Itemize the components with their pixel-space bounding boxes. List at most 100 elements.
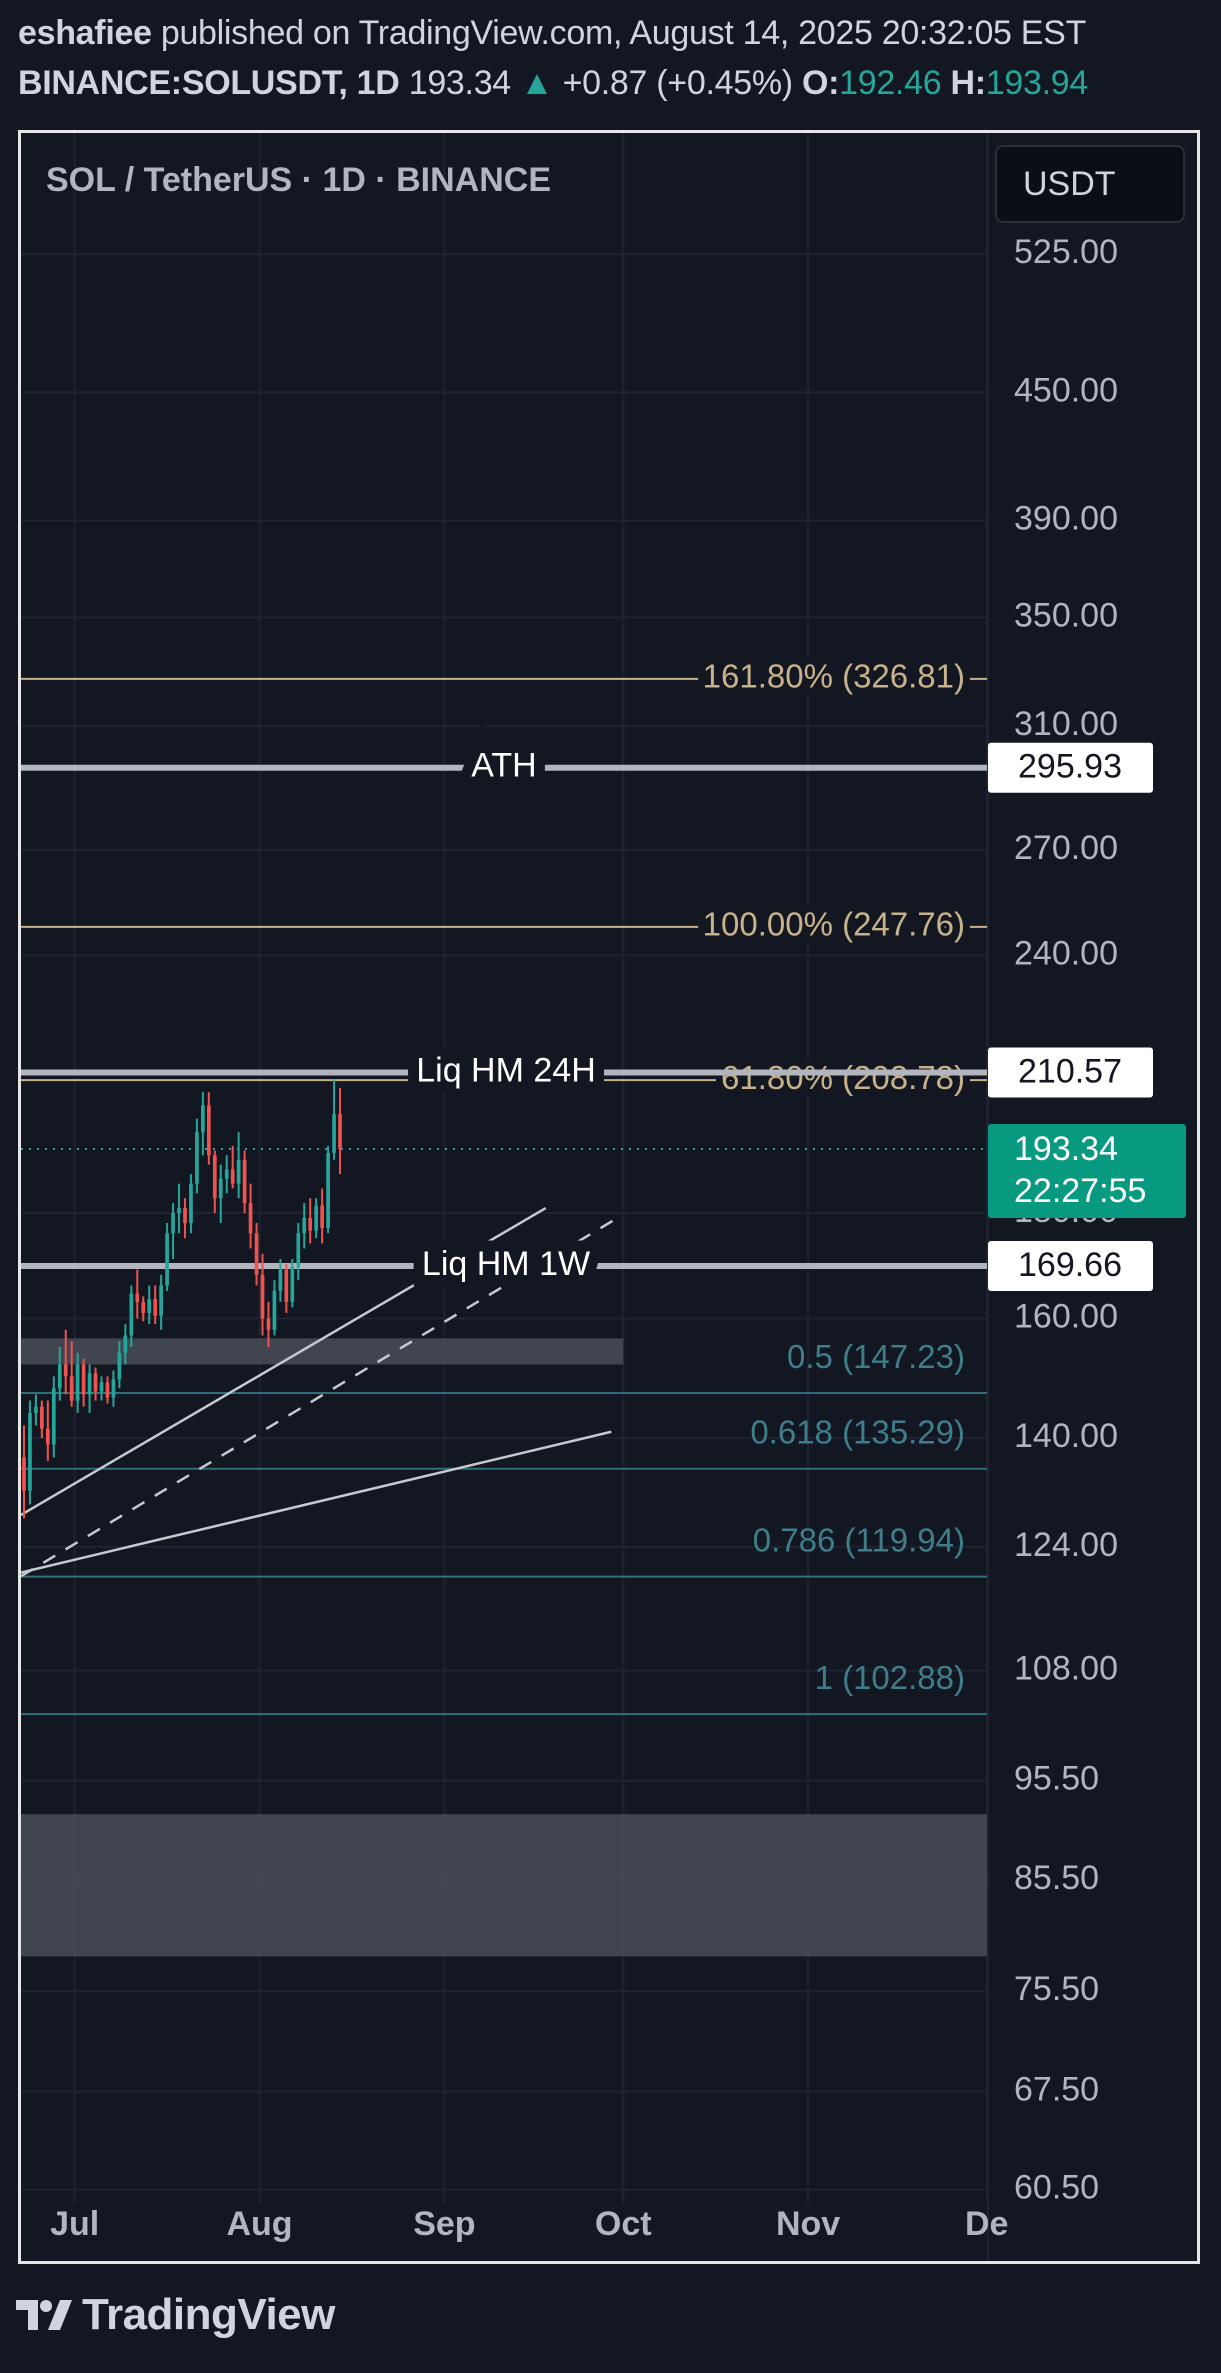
bar-countdown-text: 22:27:55	[1014, 1172, 1146, 1210]
price-axis-tick-label: 75.50	[1014, 1970, 1099, 2008]
price-axis-tick-label: 95.50	[1014, 1760, 1099, 1798]
fib-level-label: 0.786 (119.94)	[753, 1521, 965, 1558]
candle-body	[40, 1406, 44, 1429]
candle-body	[34, 1406, 38, 1413]
candle-body	[81, 1364, 86, 1395]
candle-body	[105, 1382, 110, 1398]
time-axis-tick-label: De	[965, 2205, 1008, 2243]
candle-body	[75, 1364, 80, 1401]
price-axis-tick-label: 310.00	[1014, 705, 1118, 743]
price-axis-tick-label: 525.00	[1014, 233, 1118, 271]
candle-body	[63, 1364, 68, 1377]
last-price: 193.34	[408, 64, 512, 102]
candle-body	[332, 1114, 336, 1153]
candle-body	[57, 1364, 62, 1389]
price-axis-tick-label: 270.00	[1014, 829, 1118, 867]
candle-body	[129, 1293, 134, 1336]
candle-body	[290, 1266, 295, 1302]
price-axis-tick-label: 350.00	[1014, 596, 1118, 634]
tradingview-logo[interactable]: TradingView	[16, 2290, 335, 2340]
time-axis-tick-label: Nov	[776, 2205, 840, 2243]
candle-body	[159, 1285, 163, 1316]
price-zone	[21, 1814, 987, 1957]
trendline	[21, 1206, 547, 1516]
price-axis-tick-label: 124.00	[1014, 1526, 1118, 1564]
candle-body	[260, 1274, 265, 1319]
candle-body	[195, 1132, 199, 1184]
publish-info: eshafiee published on TradingView.com, A…	[18, 14, 1086, 53]
candle-body	[248, 1203, 253, 1234]
up-arrow-icon: ▲	[520, 64, 554, 102]
time-axis-tick-label: Jul	[50, 2205, 99, 2243]
level-line-label: Liq HM 24H	[416, 1052, 596, 1090]
candle-body	[201, 1105, 205, 1133]
candle-body	[69, 1376, 74, 1401]
candle-body	[266, 1318, 271, 1330]
candle-body	[171, 1213, 175, 1234]
candle-body	[45, 1428, 50, 1445]
candle-body	[212, 1155, 217, 1199]
price-axis-tick-label: 85.50	[1014, 1859, 1099, 1897]
candle-body	[236, 1159, 241, 1184]
candle-body	[153, 1299, 158, 1316]
candle-body	[147, 1299, 152, 1313]
candle-body	[302, 1218, 307, 1234]
fib-level-label: 161.80% (326.81)	[703, 658, 965, 695]
high-value: 193.94	[985, 64, 1089, 102]
price-zone	[21, 1338, 624, 1365]
price-axis-tick-label: 390.00	[1014, 499, 1118, 537]
price-axis-tick-label: 67.50	[1014, 2071, 1099, 2109]
candle-body	[206, 1105, 211, 1156]
price-label-box	[988, 1047, 1153, 1098]
price-label-text: 169.66	[1018, 1246, 1122, 1284]
candle-body	[338, 1114, 342, 1149]
candle-body	[314, 1205, 319, 1231]
price-label-box	[988, 742, 1153, 793]
candle-body	[284, 1269, 289, 1302]
candle-body	[224, 1169, 229, 1179]
fib-level-label: 1 (102.88)	[815, 1659, 965, 1696]
high-label: H:	[950, 64, 986, 102]
candle-body	[87, 1373, 92, 1395]
chart-panel[interactable]: 161.80% (326.81) 100.00% (247.76) 61.80% (…	[18, 130, 1200, 2264]
time-axis-tick-label: Aug	[226, 2205, 292, 2243]
candle-body	[123, 1335, 128, 1353]
currency-button[interactable]: USDT	[995, 145, 1185, 223]
time-axis-tick-label: Oct	[595, 2205, 652, 2243]
price-chart[interactable]: 161.80% (326.81) 100.00% (247.76) 61.80% (…	[21, 133, 1197, 2261]
candle-body	[22, 1457, 26, 1491]
candle-body	[326, 1152, 330, 1229]
candle-body	[99, 1382, 104, 1392]
candle-body	[93, 1373, 98, 1392]
level-line-label: ATH	[471, 747, 536, 785]
price-axis-tick-label: 140.00	[1014, 1417, 1118, 1455]
price-label-box	[988, 1241, 1153, 1292]
level-line-label: Liq HM 1W	[422, 1245, 590, 1283]
brand-name: TradingView	[82, 2290, 335, 2339]
candle-body	[51, 1388, 56, 1445]
current-price-box	[988, 1123, 1186, 1218]
time-axis-tick-label: Sep	[413, 2205, 475, 2243]
candle-body	[242, 1159, 247, 1204]
candle-body	[296, 1233, 301, 1267]
published-text: published on TradingView.com, August 14,…	[160, 14, 1087, 52]
candle-body	[189, 1183, 193, 1224]
candle-body	[141, 1301, 146, 1313]
trendline	[21, 1430, 612, 1574]
candle-body	[254, 1233, 259, 1275]
price-axis-tick-label: 450.00	[1014, 371, 1118, 409]
candle-body	[183, 1208, 187, 1224]
candle-body	[308, 1218, 313, 1231]
symbol-name: BINANCE:SOLUSDT, 1D	[18, 64, 400, 102]
price-change: +0.87 (+0.45%)	[562, 64, 793, 102]
open-label: O:	[801, 64, 840, 102]
candle-body	[272, 1290, 277, 1330]
fib-level-label: 100.00% (247.76)	[703, 906, 965, 943]
symbol-info: BINANCE:SOLUSDT, 1D 193.34 ▲ +0.87 (+0.4…	[18, 64, 1088, 103]
author-name[interactable]: eshafiee	[18, 14, 152, 52]
price-label-text: 295.93	[1018, 748, 1122, 786]
candle-body	[28, 1412, 32, 1491]
fib-level-label: 0.618 (135.29)	[750, 1414, 965, 1451]
candle-body	[320, 1205, 324, 1229]
price-axis-tick-label: 60.50	[1014, 2169, 1099, 2207]
